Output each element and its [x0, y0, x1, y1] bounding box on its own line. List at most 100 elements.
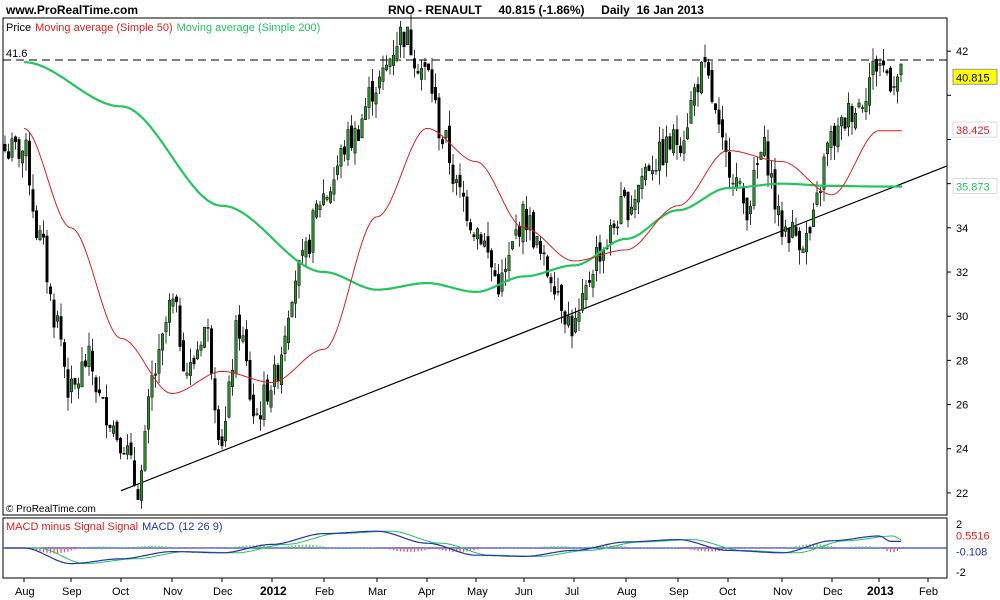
- price-legend-item: Moving average (Simple 50): [35, 22, 173, 34]
- candle-body: [336, 165, 339, 175]
- candle-body: [119, 437, 122, 454]
- candle-body: [217, 409, 220, 440]
- candle-body: [829, 131, 833, 149]
- candle-body: [206, 327, 210, 329]
- candle-body: [637, 185, 640, 203]
- candle-body: [518, 225, 521, 237]
- candle-body: [773, 169, 777, 210]
- macd-legend-item: MACD minus Signal Signal: [6, 521, 138, 533]
- candle-body: [619, 196, 623, 225]
- candle-body: [322, 193, 325, 205]
- candle-body: [101, 397, 105, 399]
- candle-body: [577, 312, 581, 322]
- candle-body: [630, 206, 633, 215]
- candle-body: [224, 420, 227, 442]
- candle-body: [696, 84, 700, 93]
- candle-body: [171, 298, 175, 307]
- candle-body: [154, 373, 157, 376]
- candle-body: [294, 280, 297, 304]
- site-title: www.ProRealTime.com: [6, 3, 139, 17]
- candle-body: [483, 240, 486, 247]
- candle-body: [434, 86, 437, 101]
- candle-body: [304, 241, 308, 258]
- x-tick-label: Dec: [823, 586, 843, 598]
- x-tick-label: May: [467, 586, 488, 598]
- candle-body: [791, 222, 794, 238]
- candlestick-series: [3, 14, 903, 509]
- candle-body: [283, 335, 287, 355]
- price-legend-item: Moving average (Simple 200): [177, 22, 321, 34]
- candle-body: [315, 203, 318, 218]
- x-tick-label: Apr: [418, 586, 435, 598]
- value-badge-label: 35.873: [956, 181, 990, 193]
- signal-line: [5, 530, 902, 565]
- candle-body: [745, 197, 749, 221]
- candle-body: [504, 269, 507, 273]
- copyright-text: © ProRealTime.com: [6, 504, 96, 515]
- candle-body: [164, 322, 168, 333]
- candle-body: [490, 250, 493, 268]
- macd-value-badge: [953, 529, 997, 543]
- candle-body: [35, 210, 38, 239]
- candle-body: [756, 163, 759, 165]
- candle-body: [612, 223, 616, 228]
- candle-body: [343, 146, 346, 155]
- candle-body: [563, 311, 567, 325]
- candle-body: [574, 318, 577, 333]
- candle-body: [266, 379, 269, 402]
- candle-body: [570, 315, 574, 337]
- macd-value-badge-label: 0.5516: [956, 530, 990, 542]
- candle-body: [672, 129, 675, 154]
- candle-body: [451, 164, 455, 184]
- candle-body: [472, 234, 476, 238]
- x-tick-label: 2013: [867, 584, 894, 598]
- x-tick-label: Feb: [315, 586, 334, 598]
- candle-body: [98, 389, 101, 394]
- candle-body: [465, 196, 469, 221]
- x-tick-label: Aug: [15, 586, 35, 598]
- candle-body: [238, 314, 241, 339]
- candle-body: [486, 236, 490, 253]
- y-tick-label: 26: [956, 400, 968, 412]
- macd-y-tick-label: 2: [956, 519, 962, 531]
- candle-body: [252, 394, 255, 417]
- candle-body: [882, 60, 885, 66]
- symbol-info: RNO - RENAULT 40.815 (-1.86%) Daily 16 J…: [388, 3, 704, 17]
- candle-body: [455, 179, 458, 184]
- candle-body: [493, 270, 497, 277]
- y-tick-label: 42: [956, 46, 968, 58]
- candle-body: [749, 205, 752, 214]
- candle-body: [231, 370, 234, 387]
- candle-body: [378, 76, 381, 89]
- candle-body: [430, 69, 434, 94]
- candle-body: [385, 64, 388, 71]
- candle-body: [91, 350, 94, 372]
- value-badge-label: 38.425: [956, 125, 990, 137]
- candle-body: [724, 140, 728, 152]
- x-tick-label: Oct: [719, 586, 736, 598]
- candle-body: [42, 233, 45, 238]
- price-panel-frame: [2, 17, 948, 516]
- candle-body: [388, 58, 392, 67]
- candle-body: [700, 61, 703, 94]
- candle-body: [885, 70, 889, 74]
- candle-body: [665, 136, 668, 163]
- candle-body: [717, 109, 721, 125]
- candle-body: [364, 106, 367, 120]
- candle-body: [770, 173, 773, 178]
- candle-body: [399, 26, 402, 46]
- candle-body: [588, 280, 591, 283]
- candle-body: [780, 210, 784, 237]
- candle-body: [654, 169, 658, 172]
- candle-body: [287, 317, 290, 343]
- candle-body: [703, 57, 707, 63]
- candle-body: [234, 320, 238, 374]
- candle-body: [658, 141, 661, 171]
- candle-body: [318, 204, 322, 211]
- candle-body: [56, 315, 59, 322]
- candle-body: [409, 29, 413, 56]
- candle-body: [850, 106, 854, 122]
- x-tick-label: Feb: [919, 586, 938, 598]
- candle-body: [147, 396, 150, 430]
- candle-body: [875, 58, 878, 72]
